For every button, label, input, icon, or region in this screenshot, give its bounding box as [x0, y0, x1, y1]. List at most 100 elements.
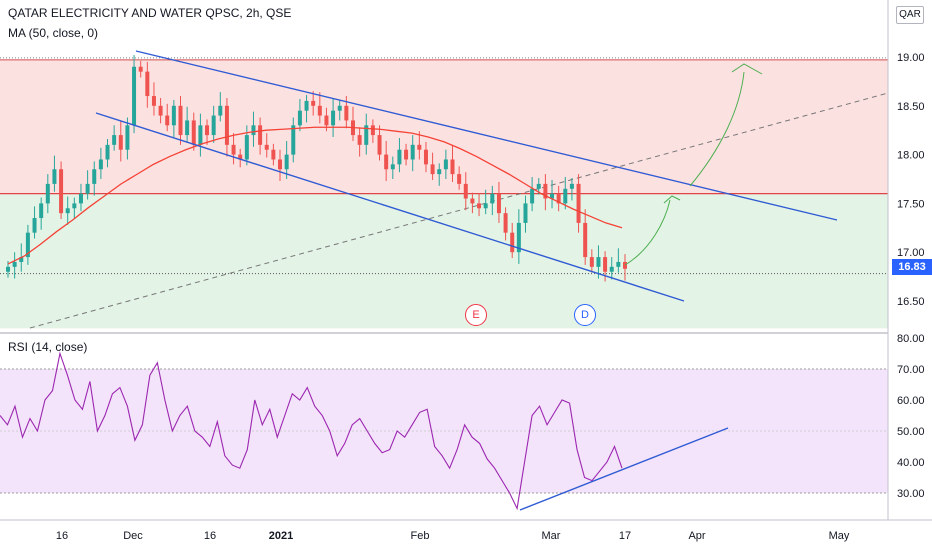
candle-body: [543, 183, 548, 199]
candle-body: [231, 144, 236, 155]
candle-body: [39, 203, 44, 219]
candle-body: [603, 257, 608, 272]
rsi-tick-label: 80.00: [897, 333, 925, 345]
candle-body: [238, 154, 243, 160]
symbol-legend[interactable]: QATAR ELECTRICITY AND WATER QPSC, 2h, QS…: [8, 6, 291, 20]
time-tick-label: 2021: [269, 530, 293, 542]
candle-body: [125, 125, 130, 150]
earnings-event-badge[interactable]: E: [465, 304, 487, 326]
candle-body: [178, 105, 183, 136]
candle-body: [616, 261, 621, 267]
time-tick-label: 16: [56, 530, 68, 542]
candle-body: [510, 232, 515, 253]
candle-body: [410, 144, 415, 160]
candle-body: [92, 169, 97, 184]
candle-body: [516, 222, 521, 253]
candle-body: [384, 154, 389, 170]
projection-arrow-large: [689, 71, 745, 187]
rsi-tick-label: 60.00: [897, 395, 925, 407]
candle-body: [112, 135, 117, 145]
ma-legend[interactable]: MA (50, close, 0): [8, 26, 99, 40]
candle-body: [65, 208, 70, 214]
rsi-tick-label: 30.00: [897, 488, 925, 500]
projection-arrowhead-large: [731, 63, 763, 75]
candle-body: [151, 96, 156, 106]
rsi-legend[interactable]: RSI (14, close): [8, 340, 88, 354]
candle-body: [138, 66, 143, 72]
candle-body: [530, 188, 535, 204]
candle-body: [6, 266, 10, 272]
candle-body: [337, 105, 342, 111]
candle-body: [311, 100, 316, 106]
candle-body: [158, 105, 163, 116]
ma-line: [7, 126, 623, 265]
rsi-line: [0, 351, 623, 511]
candle-body: [583, 222, 588, 258]
time-tick-label: Dec: [123, 530, 143, 542]
candle-body: [85, 183, 90, 194]
candle-body: [59, 169, 64, 214]
candle-body: [251, 125, 256, 136]
candle-body: [205, 125, 210, 136]
candle-body: [503, 213, 508, 233]
candle-body: [52, 169, 57, 184]
candle-body: [550, 193, 555, 199]
candle-body: [423, 149, 428, 165]
candle-body: [397, 149, 402, 165]
candle-body: [171, 105, 176, 126]
time-tick-label: Mar: [542, 530, 561, 542]
time-tick-label: 17: [619, 530, 631, 542]
currency-badge: QAR: [896, 6, 924, 24]
candle-body: [556, 193, 561, 204]
channel-upper-line: [135, 50, 838, 221]
dividend-event-badge[interactable]: D: [574, 304, 596, 326]
candle-body: [470, 198, 475, 204]
price-tick-label: 16.50: [897, 296, 925, 308]
candle-body: [132, 66, 137, 126]
candle-body: [430, 164, 435, 175]
rsi-pane[interactable]: [0, 351, 888, 511]
candle-body: [569, 183, 574, 189]
candle-body: [244, 135, 249, 160]
rsi-trendline: [519, 427, 729, 511]
candle-body: [596, 257, 601, 267]
candle-body: [344, 105, 349, 121]
candle-body: [317, 105, 322, 116]
price-tick-label: 17.00: [897, 247, 925, 259]
candle-body: [72, 203, 77, 209]
candle-body: [576, 183, 581, 223]
candle-body: [457, 174, 462, 184]
candle-body: [297, 110, 302, 126]
price-tick-label: 18.50: [897, 101, 925, 113]
candle-body: [496, 193, 501, 214]
time-tick-label: May: [829, 530, 850, 542]
time-tick-label: Apr: [688, 530, 705, 542]
candle-body: [218, 105, 223, 116]
candle-body: [278, 159, 283, 170]
candle-body: [45, 183, 50, 204]
candle-body: [523, 203, 528, 223]
candle-body: [609, 266, 614, 272]
rsi-tick-label: 40.00: [897, 457, 925, 469]
candle-body: [165, 115, 170, 126]
price-tick-label: 19.00: [897, 52, 925, 64]
candle-body: [304, 100, 309, 111]
candle-body: [105, 144, 110, 160]
candle-body: [536, 183, 541, 189]
rsi-tick-label: 50.00: [897, 426, 925, 438]
candle-body: [437, 169, 442, 175]
candle-body: [118, 135, 123, 150]
projection-arrow-small: [624, 199, 671, 266]
candle-body: [224, 105, 229, 145]
candle-body: [370, 125, 375, 136]
candle-body: [450, 159, 455, 175]
candle-body: [25, 232, 30, 258]
candle-body: [198, 125, 203, 145]
candle-body: [357, 135, 362, 145]
candle-body: [271, 149, 276, 160]
candle-body: [291, 125, 296, 155]
price-pane[interactable]: [0, 50, 889, 329]
symbol-title: QATAR ELECTRICITY AND WATER QPSC, 2h, QS…: [8, 6, 292, 20]
